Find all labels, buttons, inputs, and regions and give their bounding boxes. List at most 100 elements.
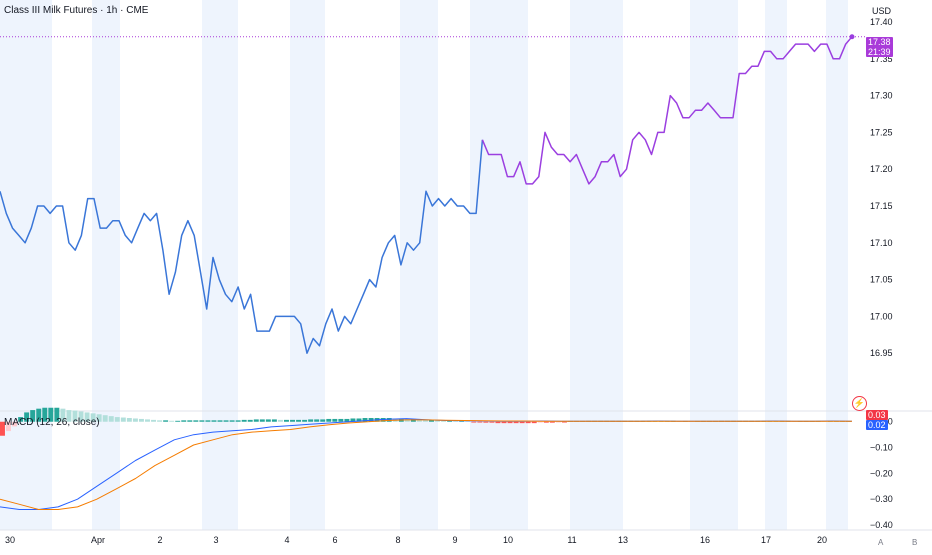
histogram-bar <box>259 419 265 422</box>
last-price-tag: 17.38 21:39 <box>866 37 893 57</box>
histogram-bar <box>54 407 60 422</box>
histogram-bar <box>132 418 138 422</box>
time-tick-label: Apr <box>91 535 105 545</box>
time-tick-label: 16 <box>700 535 710 545</box>
price-tick-label: 17.35 <box>870 54 893 64</box>
histogram-bar <box>507 421 513 424</box>
histogram-bar <box>60 408 66 422</box>
histogram-bar <box>302 419 308 422</box>
histogram-bar <box>217 420 223 422</box>
histogram-bar <box>6 421 11 432</box>
histogram-bar <box>525 421 531 424</box>
histogram-bar <box>72 410 78 422</box>
histogram-bar <box>265 419 271 422</box>
histogram-bar <box>386 418 392 422</box>
histogram-bar <box>561 421 567 423</box>
histogram-bar <box>350 418 356 422</box>
histogram-bar <box>90 413 96 422</box>
time-tick-label: 4 <box>284 535 289 545</box>
histogram-bar <box>96 414 102 422</box>
histogram-bar <box>441 420 447 422</box>
histogram-bar <box>102 415 108 422</box>
histogram-bar <box>338 418 344 422</box>
histogram-bar <box>290 419 295 422</box>
time-tick-label: 10 <box>503 535 513 545</box>
histogram-bar <box>12 421 18 427</box>
histogram-bar <box>296 419 302 422</box>
session-bands <box>0 0 848 530</box>
histogram-bar <box>229 420 235 422</box>
time-tick-label: 20 <box>817 535 827 545</box>
time-axis: 30 Apr 2 3 4 6 8 9 10 11 13 16 17 20 <box>5 535 827 545</box>
histogram-bar <box>416 419 422 422</box>
histogram-bar <box>447 420 453 422</box>
time-tick-label: 13 <box>618 535 628 545</box>
histogram-bar <box>235 420 241 422</box>
currency-label[interactable]: USD <box>872 6 892 16</box>
session-band <box>92 0 120 530</box>
histogram-bar <box>314 419 320 422</box>
histogram-bar <box>175 420 181 422</box>
histogram-bar <box>151 419 157 422</box>
session-band <box>400 0 438 530</box>
histogram-bar <box>471 421 477 423</box>
last-price-marker <box>849 34 855 40</box>
histogram-bar <box>356 418 362 422</box>
price-tick-label: 17.15 <box>870 201 893 211</box>
histogram-bar <box>549 421 555 423</box>
histogram-bar <box>66 410 72 422</box>
macd-tick-label: −0.40 <box>870 520 893 530</box>
histogram-bar <box>193 420 199 422</box>
last-price-value: 17.38 <box>868 37 891 47</box>
histogram-bar <box>84 412 90 422</box>
histogram-bar <box>30 410 36 422</box>
histogram-bar <box>78 411 84 422</box>
time-tick-label: 2 <box>157 535 162 545</box>
histogram-bar <box>163 420 169 422</box>
lightning-icon[interactable]: ⚡ <box>852 396 867 411</box>
histogram-bar <box>513 421 519 424</box>
histogram-bar <box>555 421 561 423</box>
macd-tick-label: −0.20 <box>870 468 893 478</box>
histogram-bar <box>422 419 428 422</box>
session-band <box>290 0 325 530</box>
histogram-bar <box>247 419 253 422</box>
histogram-bar <box>169 420 175 422</box>
histogram-bar <box>145 419 150 422</box>
time-tick-label: 8 <box>395 535 400 545</box>
histogram-bar <box>284 419 289 422</box>
price-tick-label: 17.10 <box>870 238 893 248</box>
session-band <box>570 0 623 530</box>
histogram-bar <box>465 420 471 422</box>
price-line-blue <box>0 139 484 354</box>
session-band <box>765 0 787 530</box>
session-band <box>690 0 738 530</box>
histogram-bar <box>477 421 483 423</box>
histogram-bar <box>18 417 24 422</box>
histogram-bar <box>489 421 495 423</box>
countdown: 21:39 <box>868 47 891 57</box>
histogram-bar <box>332 418 338 422</box>
auto-scale-button[interactable]: A <box>878 538 884 547</box>
histogram-bar <box>495 421 501 424</box>
histogram-bar <box>483 421 489 423</box>
time-tick-label: 3 <box>213 535 218 545</box>
histogram-bar <box>24 412 30 422</box>
histogram-bar <box>205 420 211 422</box>
histogram-bar <box>120 417 126 422</box>
histogram-bar <box>253 419 259 422</box>
histogram-bar <box>344 418 350 422</box>
b-button[interactable]: B <box>912 538 918 547</box>
histogram-bar <box>241 419 247 422</box>
histogram-bar <box>271 419 277 422</box>
macd-title[interactable]: MACD (12, 26, close) <box>4 417 100 428</box>
price-tick-label: 17.00 <box>870 311 893 321</box>
macd-axis: −0.00−0.10−0.20−0.30−0.40 <box>870 417 893 530</box>
time-tick-label: 11 <box>567 535 576 545</box>
session-band <box>826 0 848 530</box>
price-series <box>0 36 853 354</box>
histogram-bar <box>0 421 5 436</box>
price-line-purple <box>481 36 853 185</box>
